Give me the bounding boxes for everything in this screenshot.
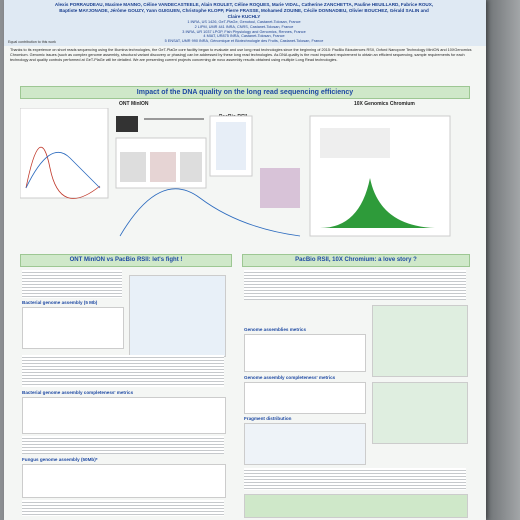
poster: Alexis PORRAUDEAU, Maxime MANNO, Céline …	[4, 0, 486, 520]
table	[22, 397, 226, 434]
subtitle: Bacterial genome assembly completeness' …	[22, 390, 134, 395]
text-block	[22, 500, 224, 516]
figures	[20, 108, 451, 237]
text-block	[244, 468, 466, 490]
note-box	[372, 382, 468, 444]
header: Alexis PORRAUDEAU, Maxime MANNO, Céline …	[4, 0, 486, 46]
text-block	[22, 436, 224, 454]
affiliation: 5 ENSAT, UMR 990 INRA, Génomique et Biot…	[164, 39, 324, 44]
subtitle: Genome assemblies metrics	[244, 327, 307, 332]
section-title: ONT MinION vs PacBio RSII: let's fight !	[20, 254, 232, 267]
text-block	[22, 355, 224, 387]
panel-title: 10X Genomics Chromium	[354, 101, 415, 107]
intro: Thanks to its experience on short reads …	[10, 48, 472, 62]
affiliation: 3 INRA, UR 1037 LPGP, Fish Physiology an…	[182, 29, 306, 34]
text-block	[244, 270, 466, 300]
wall	[486, 0, 520, 520]
section-title: Impact of the DNA quality on the long re…	[20, 86, 470, 99]
text-block	[22, 270, 122, 298]
note-box	[372, 305, 468, 377]
affiliation: 2 LIPM, UMR 441 INRA, CNRS, Castanet-Tol…	[194, 24, 294, 29]
table	[244, 334, 366, 372]
authors: Alexis PORRAUDEAU, Maxime MANNO, Céline …	[54, 2, 434, 19]
table	[22, 307, 124, 349]
figure	[129, 275, 226, 357]
conclusion	[244, 494, 468, 518]
affiliations: 1 INRA, US 1426, GeT-PlaGe, Genotoul, Ca…	[94, 20, 394, 44]
affiliation: 4 MIAT, UR875 INRA, Castanet-Tolosan, Fr…	[203, 34, 285, 39]
table	[244, 382, 366, 414]
subtitle: Bacterial genome assembly (5 Mb)	[22, 300, 98, 305]
affiliation: 1 INRA, US 1426, GeT-PlaGe, Genotoul, Ca…	[187, 20, 301, 24]
panel-title: ONT MinION	[119, 101, 149, 107]
subtitle: Fragment distribution	[244, 416, 292, 421]
subtitle: Fungus genome assembly (50Mb)*	[22, 457, 98, 462]
subtitle: Genome assembly completeness' metrics	[244, 375, 336, 380]
section-title: PacBio RSII, 10X Chromium: a love story …	[242, 254, 470, 267]
note: Equal contribution to this work	[8, 40, 56, 44]
table	[22, 464, 226, 498]
figure	[244, 423, 366, 465]
